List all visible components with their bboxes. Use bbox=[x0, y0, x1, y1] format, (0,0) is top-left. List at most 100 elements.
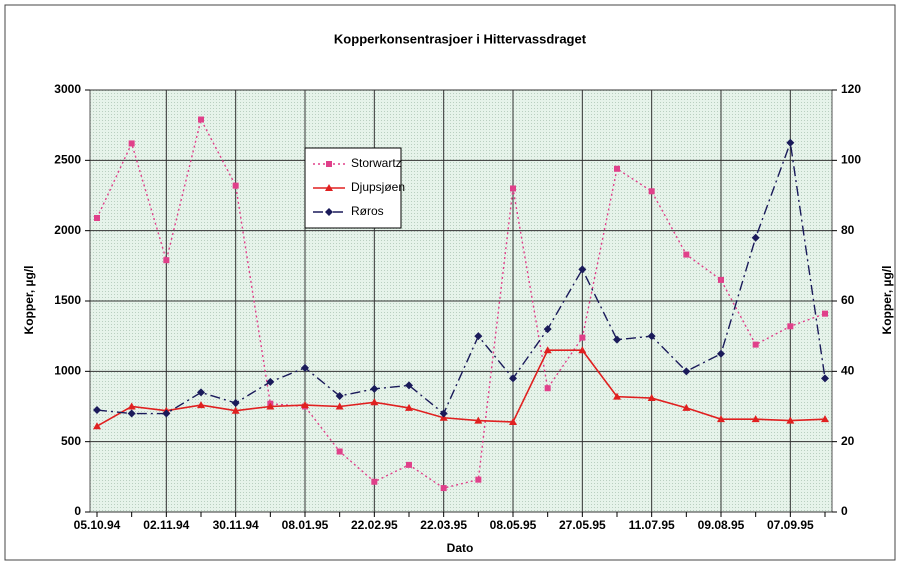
marker bbox=[232, 182, 239, 189]
marker bbox=[405, 381, 413, 390]
marker bbox=[128, 140, 135, 147]
x-tick-label: 08.01.95 bbox=[282, 518, 329, 532]
marker bbox=[266, 377, 275, 386]
marker bbox=[682, 367, 691, 376]
y2-tick-label: 0 bbox=[841, 504, 848, 518]
x-tick-label: 27.05.95 bbox=[559, 518, 606, 532]
marker bbox=[579, 334, 586, 341]
marker bbox=[613, 335, 621, 344]
marker bbox=[822, 310, 828, 317]
x-tick-label: 08.05.95 bbox=[490, 518, 537, 532]
marker bbox=[127, 409, 136, 418]
y-tick-label: 1500 bbox=[54, 293, 81, 307]
marker bbox=[474, 332, 483, 341]
marker bbox=[509, 417, 517, 425]
marker bbox=[93, 406, 101, 415]
marker bbox=[335, 391, 344, 400]
marker bbox=[578, 346, 587, 354]
marker bbox=[752, 341, 759, 348]
y2-tick-label: 120 bbox=[841, 82, 861, 96]
marker bbox=[371, 478, 378, 485]
x-tick-label: 11.07.95 bbox=[629, 518, 675, 532]
marker bbox=[301, 401, 309, 409]
marker bbox=[475, 476, 482, 483]
marker bbox=[93, 422, 101, 430]
marker bbox=[197, 401, 205, 409]
plot-layer: 0 500 1000 1500 2000 2500 3000 0 20 40 60 80 100 120 0… bbox=[54, 82, 861, 532]
y-tick-label: 2000 bbox=[54, 223, 81, 237]
x-tick-label: 22.03.95 bbox=[420, 518, 467, 532]
y2-tick-label: 20 bbox=[841, 434, 855, 448]
marker bbox=[718, 276, 724, 283]
marker bbox=[786, 416, 795, 424]
y2-tick-label: 60 bbox=[841, 293, 855, 307]
marker bbox=[544, 385, 551, 392]
marker bbox=[614, 165, 620, 172]
y-tick-label: 500 bbox=[61, 434, 81, 448]
marker bbox=[786, 138, 795, 147]
marker bbox=[301, 363, 309, 372]
marker bbox=[406, 461, 412, 468]
marker bbox=[162, 409, 171, 418]
marker bbox=[717, 349, 725, 358]
chart-title: Kopperkonsentrasjoer i Hittervassdraget bbox=[334, 31, 587, 46]
marker bbox=[474, 416, 483, 424]
legend-label: Djupsjøen bbox=[351, 180, 405, 194]
marker bbox=[717, 415, 725, 423]
legend-marker bbox=[326, 161, 332, 167]
y2-tick-label: 40 bbox=[841, 364, 855, 378]
marker bbox=[440, 485, 447, 492]
x-tick-label: 05.10.94 bbox=[74, 518, 121, 532]
series-line bbox=[96, 142, 826, 415]
marker bbox=[370, 384, 379, 393]
marker bbox=[787, 323, 794, 330]
marker bbox=[683, 251, 690, 258]
marker bbox=[578, 265, 587, 274]
marker bbox=[231, 398, 240, 407]
marker bbox=[543, 346, 552, 354]
x-tick-label: 02.11.94 bbox=[143, 518, 189, 532]
marker bbox=[266, 402, 275, 410]
marker bbox=[543, 325, 552, 334]
legend-label: Storwartz bbox=[351, 156, 402, 170]
marker bbox=[648, 188, 655, 195]
y2-tick-label: 80 bbox=[841, 223, 855, 237]
x-tick-label: 30.11.94 bbox=[213, 518, 259, 532]
y-tick-label: 2500 bbox=[54, 153, 81, 167]
marker bbox=[197, 388, 205, 397]
x-tick-label: 09.08.95 bbox=[698, 518, 745, 532]
marker bbox=[751, 233, 760, 242]
marker bbox=[439, 409, 448, 418]
marker bbox=[682, 403, 691, 411]
y-axis-label: Kopper, µg/l bbox=[22, 266, 36, 335]
x-tick-label: 07.09.95 bbox=[767, 518, 814, 532]
marker bbox=[231, 406, 240, 414]
x-axis-label: Dato bbox=[447, 541, 474, 555]
y-tick-label: 1000 bbox=[54, 364, 81, 378]
legend-label: Røros bbox=[351, 204, 384, 218]
marker bbox=[336, 448, 343, 455]
y-tick-label: 0 bbox=[74, 504, 81, 518]
marker bbox=[335, 402, 344, 410]
series-line bbox=[96, 117, 826, 489]
marker bbox=[613, 392, 621, 400]
marker bbox=[751, 415, 760, 423]
legend-marker bbox=[325, 208, 333, 216]
marker bbox=[127, 402, 136, 410]
legend-marker bbox=[325, 184, 333, 191]
marker bbox=[370, 398, 379, 406]
x-tick-label: 22.02.95 bbox=[351, 518, 398, 532]
marker bbox=[163, 257, 170, 264]
marker bbox=[405, 403, 413, 411]
marker bbox=[198, 116, 204, 123]
y2-axis-label: Kopper, µg/l bbox=[880, 266, 894, 335]
marker bbox=[94, 215, 100, 222]
marker bbox=[821, 374, 829, 383]
y-tick-label: 3000 bbox=[54, 82, 81, 96]
marker bbox=[509, 374, 517, 383]
marker bbox=[510, 185, 516, 192]
marker bbox=[647, 394, 656, 402]
y2-tick-label: 100 bbox=[841, 153, 861, 167]
marker bbox=[821, 415, 829, 423]
